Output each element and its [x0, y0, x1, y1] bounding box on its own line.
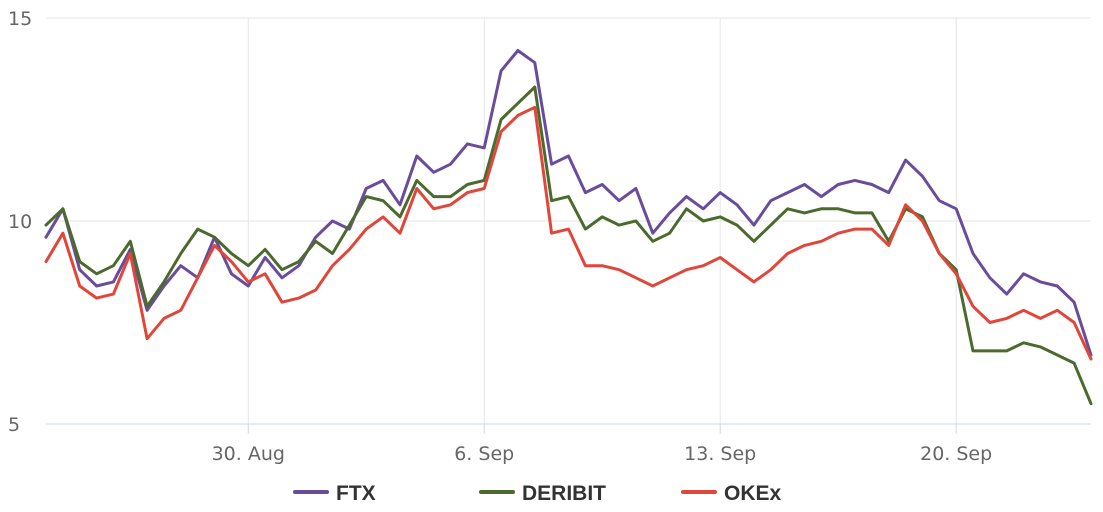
y-axis: 5 10 15	[8, 8, 32, 436]
x-tick-label: 6. Sep	[454, 443, 514, 465]
y-tick-label: 10	[8, 211, 32, 233]
legend-item-deribit[interactable]: DERIBIT	[479, 482, 606, 505]
legend-item-okex[interactable]: OKEx	[681, 482, 782, 505]
legend-label: OKEx	[724, 482, 782, 505]
y-tick-label: 5	[8, 414, 20, 436]
chart-grid	[46, 17, 1091, 425]
series-line-okex	[44, 105, 1093, 361]
x-axis: 30. Aug 6. Sep 13. Sep 20. Sep	[46, 423, 1091, 465]
legend-label: FTX	[336, 482, 376, 505]
x-tick-label: 13. Sep	[684, 443, 756, 465]
legend[interactable]: FTX DERIBIT OKEx	[293, 482, 782, 505]
series-line-ftx	[44, 49, 1093, 357]
x-tick-label: 20. Sep	[920, 443, 992, 465]
legend-item-ftx[interactable]: FTX	[293, 482, 376, 505]
legend-label: DERIBIT	[522, 482, 606, 505]
series-lines	[44, 49, 1093, 406]
x-tick-label: 30. Aug	[212, 443, 285, 465]
y-tick-label: 15	[8, 8, 32, 30]
